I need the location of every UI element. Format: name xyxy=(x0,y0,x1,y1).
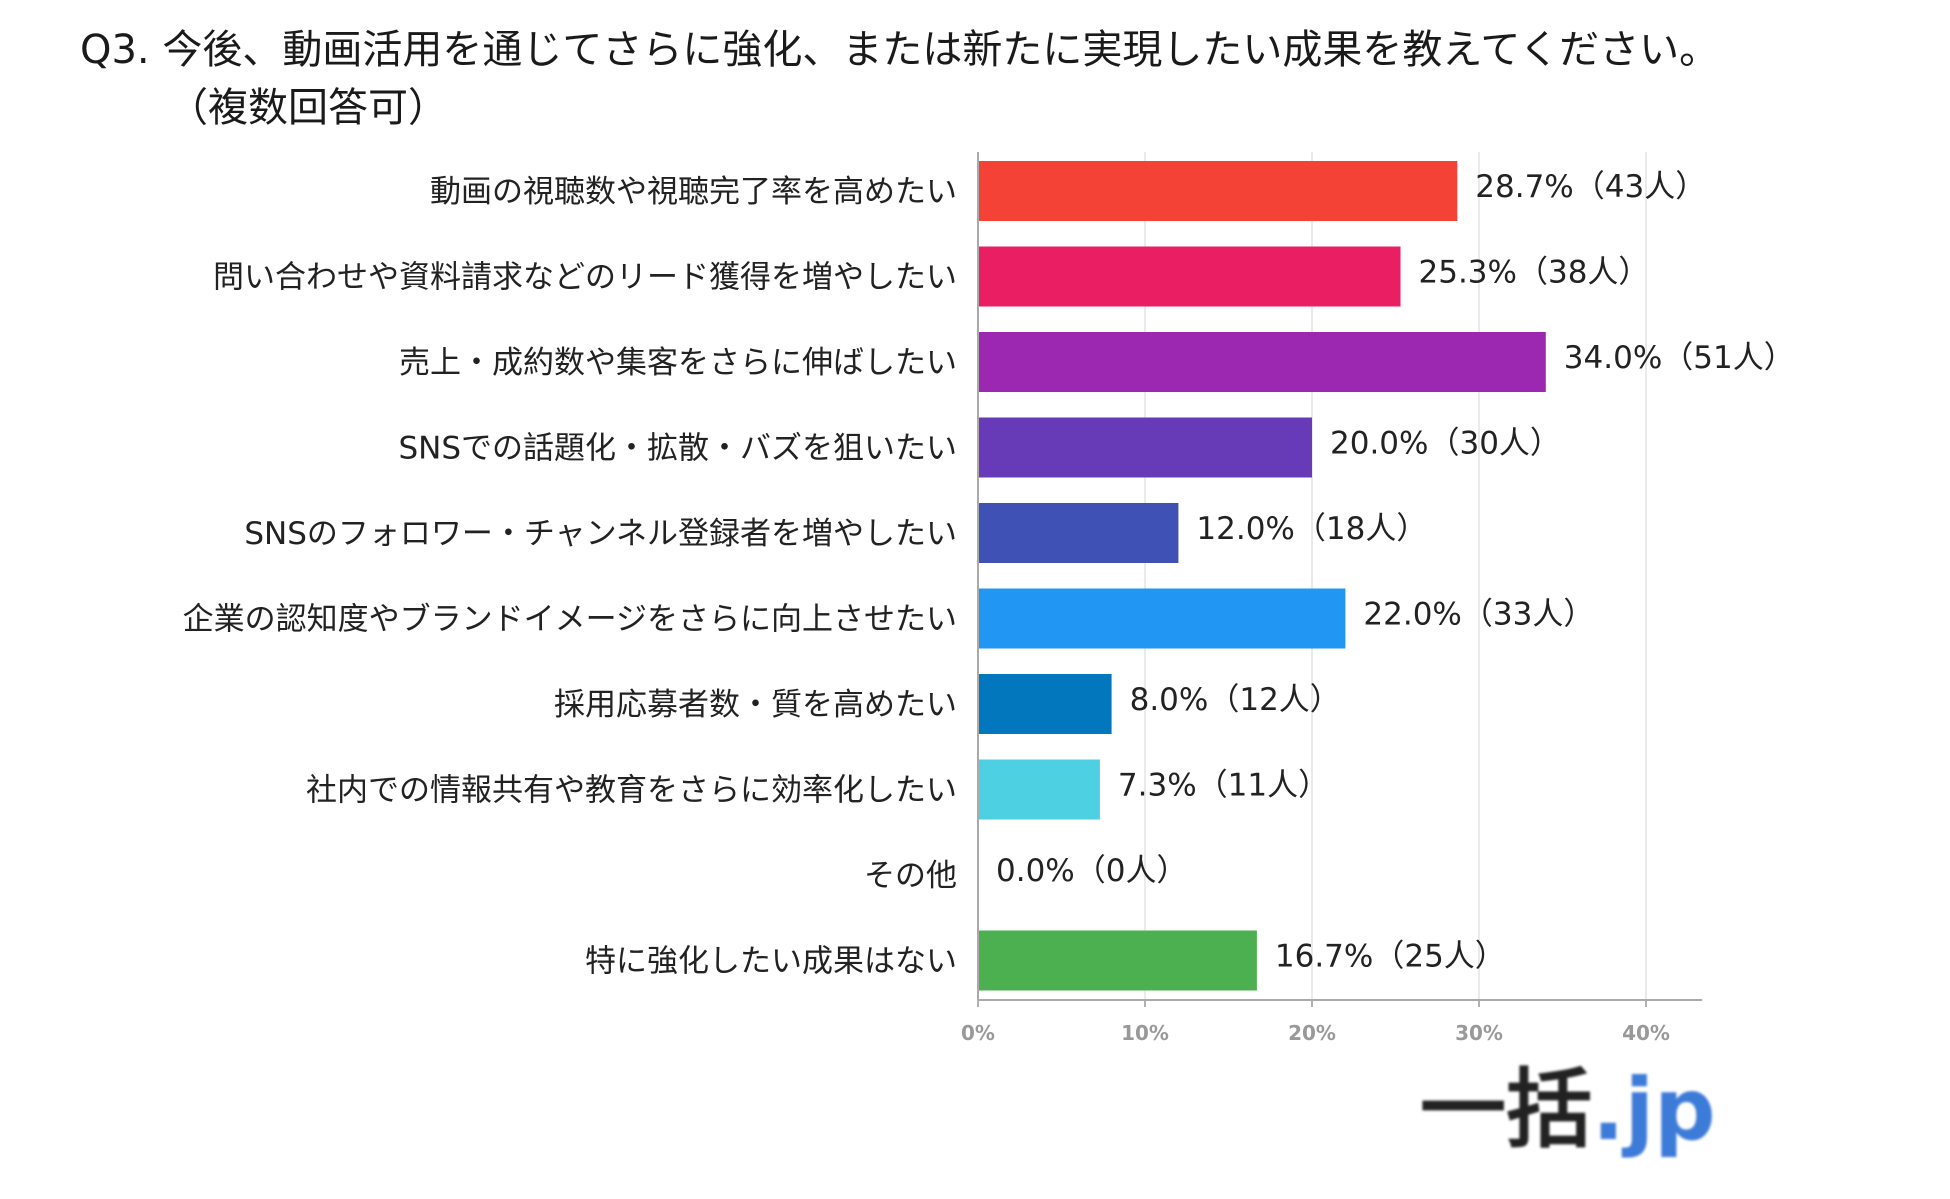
category-label: 企業の認知度やブランドイメージをさらに向上させたい xyxy=(183,602,957,638)
data-label: 16.7%（25人） xyxy=(1275,939,1506,975)
question-title: Q3. 今後、動画活用を通じてさらに強化、または新たに実現したい成果を教えてくだ… xyxy=(80,27,1720,73)
category-label: 社内での情報共有や教育をさらに効率化したい xyxy=(306,773,957,809)
bar xyxy=(978,759,1100,820)
x-tick-label: 40% xyxy=(1622,1021,1670,1045)
category-label: SNSのフォロワー・チャンネル登録者を増やしたい xyxy=(244,516,957,552)
bar-chart: 動画の視聴数や視聴完了率を高めたい問い合わせや資料請求などのリード獲得を増やした… xyxy=(183,152,1795,1045)
category-labels: 動画の視聴数や視聴完了率を高めたい問い合わせや資料請求などのリード獲得を増やした… xyxy=(183,174,957,980)
category-label: その他 xyxy=(864,858,957,894)
data-label: 34.0%（51人） xyxy=(1564,340,1795,376)
x-tick-label: 10% xyxy=(1121,1021,1169,1045)
bar xyxy=(978,503,1179,563)
data-label: 28.7%（43人） xyxy=(1475,169,1706,205)
x-axis-ticks: 0% 10% 20% 30% 40% xyxy=(961,1000,1670,1045)
category-label: 採用応募者数・質を高めたい xyxy=(554,687,957,723)
bar xyxy=(978,332,1546,392)
bar xyxy=(978,417,1312,478)
x-tick-label: 0% xyxy=(961,1021,995,1045)
category-label: 問い合わせや資料請求などのリード獲得を増やしたい xyxy=(213,260,957,296)
category-label: 売上・成約数や集客をさらに伸ばしたい xyxy=(399,345,957,381)
data-label: 25.3%（38人） xyxy=(1419,255,1650,291)
category-label: SNSでの話題化・拡散・バズを狙いたい xyxy=(398,431,957,467)
data-label: 0.0%（0人） xyxy=(996,853,1187,889)
category-label: 動画の視聴数や視聴完了率を高めたい xyxy=(430,174,957,210)
data-labels: 28.7%（43人） 25.3%（38人） 34.0%（51人） 20.0%（30人）… xyxy=(996,169,1795,975)
question-subtitle: （複数回答可） xyxy=(168,85,448,131)
bars xyxy=(978,161,1546,991)
data-label: 8.0%（12人） xyxy=(1130,682,1341,718)
x-tick-label: 20% xyxy=(1288,1021,1336,1045)
bar xyxy=(978,161,1458,221)
category-label: 特に強化したい成果はない xyxy=(585,944,957,980)
ikkatsu-logo: 一括.jp xyxy=(1420,1060,1716,1160)
logo-main-text: 一括 xyxy=(1420,1060,1592,1160)
bar xyxy=(978,674,1112,734)
bar xyxy=(978,588,1346,649)
bar xyxy=(978,930,1257,991)
data-label: 22.0%（33人） xyxy=(1363,597,1594,633)
data-label: 7.3%（11人） xyxy=(1118,768,1329,804)
x-tick-label: 30% xyxy=(1455,1021,1503,1045)
bar xyxy=(978,246,1401,307)
data-label: 20.0%（30人） xyxy=(1330,426,1561,462)
logo-suffix-text: .jp xyxy=(1592,1060,1716,1160)
data-label: 12.0%（18人） xyxy=(1196,511,1427,547)
